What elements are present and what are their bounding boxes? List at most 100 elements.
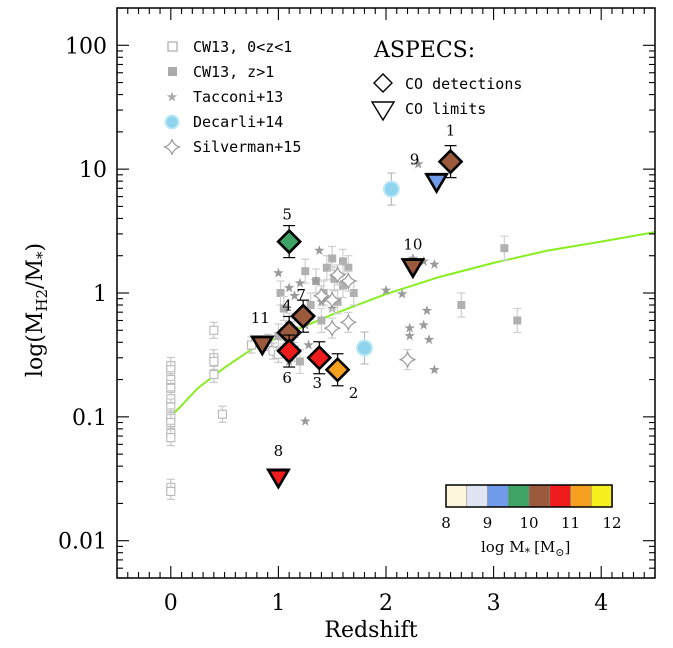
- aspecs-label: 3: [313, 374, 323, 392]
- aspecs-detection-marker: [306, 344, 333, 371]
- tacconi-point: [310, 275, 322, 286]
- cw13-high-point: [333, 297, 342, 306]
- tacconi-point: [380, 284, 392, 295]
- cw13-high-point: [330, 274, 339, 283]
- legend-cw13-low: CW13, 0<z<1: [193, 38, 292, 56]
- aspecs-detection-marker: [290, 303, 316, 330]
- cw13-low-point: [209, 325, 219, 335]
- silverman-point: [329, 266, 346, 283]
- legend-marker-decarli: [164, 114, 180, 130]
- legend-co-limits: CO limits: [405, 100, 486, 118]
- cw13-high-point: [317, 316, 326, 325]
- x-tick-label: 0: [164, 591, 178, 616]
- colorbar-tick-label: 9: [483, 514, 493, 532]
- aspecs-limit-marker: [249, 335, 275, 357]
- x-tick-label: 1: [271, 591, 285, 616]
- decarli-point: [355, 339, 373, 357]
- x-axis-title: Redshift: [324, 618, 417, 643]
- fit-curve-group: [170, 231, 656, 418]
- y-axis-title: log(MH2/M*): [23, 243, 51, 377]
- colorbar-tick-label: 8: [441, 514, 451, 532]
- aspecs-label: 8: [274, 442, 284, 460]
- aspecs-label: 5: [282, 206, 292, 224]
- aspecs-label: 6: [282, 369, 292, 387]
- tacconi-point: [404, 330, 415, 341]
- aspecs-label: 4: [282, 296, 292, 314]
- tacconi-point: [429, 364, 440, 375]
- colorbar-cell: [570, 484, 593, 508]
- y-tick-label: 100: [65, 34, 107, 59]
- aspecs-label: 1: [446, 122, 456, 140]
- silverman-point: [340, 272, 357, 290]
- cw13-high-point: [349, 289, 358, 297]
- cw13-high-point: [338, 281, 347, 290]
- colorbar-cell: [549, 484, 572, 508]
- tacconi-point: [418, 319, 429, 330]
- tacconi-point: [303, 339, 314, 350]
- cw13-high-point: [279, 304, 288, 313]
- y-tick-label: 1: [93, 282, 107, 307]
- legend-marker-cw13-low: [167, 41, 178, 52]
- legend-decarli: Decarli+14: [193, 113, 283, 131]
- aspecs-label: 10: [403, 236, 422, 254]
- cw13-low-point: [209, 369, 219, 379]
- silverman-point: [324, 291, 341, 308]
- cw13-high-point: [500, 244, 509, 253]
- colorbar-cell: [528, 484, 551, 508]
- cw13-high-point: [513, 316, 522, 325]
- aspecs-legend: ASPECS: CO detections CO limits: [370, 38, 522, 122]
- aspecs-label: 9: [410, 151, 420, 169]
- colorbar-cell: [507, 484, 530, 508]
- legend-co-detections: CO detections: [405, 75, 522, 93]
- legend: CW13, 0<z<1 CW13, z>1 Tacconi+13 Decarli…: [163, 38, 301, 156]
- aspecs-label: 7: [296, 286, 306, 304]
- tacconi-point: [423, 334, 435, 345]
- cw13-low-point: [217, 409, 227, 419]
- cw13-low-point: [166, 486, 176, 496]
- silverman-point: [324, 320, 341, 337]
- cw13-high-point: [457, 301, 466, 310]
- aspecs-detection-marker: [324, 356, 351, 383]
- tacconi-point: [273, 267, 284, 278]
- tacconi-point: [407, 252, 419, 263]
- cw13-low-point: [166, 433, 176, 443]
- aspecs-limit-marker: [424, 173, 449, 195]
- legend-marker-tacconi: [166, 91, 178, 102]
- tacconi-point: [396, 288, 408, 299]
- silverman-point: [399, 351, 416, 368]
- tacconi-point: [413, 158, 424, 169]
- legend-cw13-high: CW13, z>1: [193, 63, 274, 81]
- tacconi-point: [300, 415, 311, 426]
- cw13-high-point: [306, 301, 315, 310]
- tacconi-point: [421, 305, 433, 316]
- colorbar: 8 9 10 11 12 log M* [M⊙]: [441, 484, 622, 559]
- aspecs-detection-marker: [437, 148, 464, 175]
- y-tick-label: 10: [79, 158, 107, 183]
- colorbar-tick-label: 10: [519, 514, 538, 532]
- cw13-high-point: [344, 263, 353, 272]
- tacconi-point: [404, 322, 415, 333]
- aspecs-detection-marker: [276, 338, 302, 364]
- cw13-high-point: [274, 331, 283, 340]
- colorbar-tick-label: 12: [602, 514, 621, 532]
- legend-marker-co-limit: [370, 101, 396, 122]
- colorbar-frame: [445, 484, 613, 508]
- tacconi-point: [294, 277, 306, 288]
- fit-curve: [170, 231, 656, 418]
- x-tick-label: 2: [379, 591, 393, 616]
- tacconi-point: [289, 290, 300, 301]
- decarli-point: [382, 180, 400, 198]
- colorbar-cell: [590, 484, 613, 508]
- x-tick-label: 4: [594, 591, 608, 616]
- colorbar-cell: [487, 484, 510, 508]
- colorbar-label: log M* [M⊙]: [481, 538, 570, 559]
- y-tick-label: 0.01: [58, 530, 107, 555]
- legend-marker-co-detection: [373, 73, 393, 93]
- cw13-high-point: [322, 263, 331, 272]
- silverman-point: [313, 287, 330, 304]
- cw13-high-point: [276, 289, 285, 297]
- legend-tacconi: Tacconi+13: [193, 88, 283, 106]
- cw13-high-point: [328, 254, 337, 263]
- cw13-high-point: [338, 257, 347, 266]
